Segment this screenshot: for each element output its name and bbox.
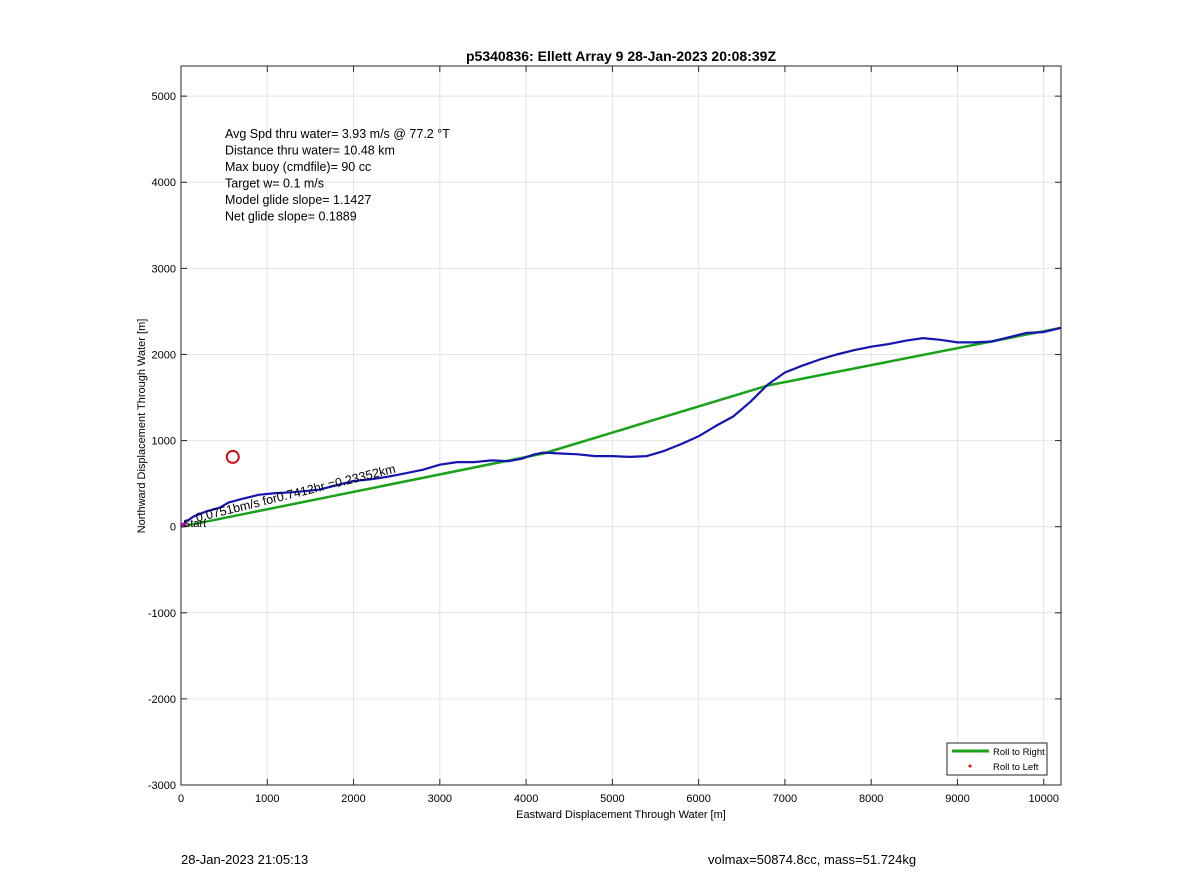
y-axis-label: Northward Displacement Through Water [m] — [136, 319, 148, 534]
y-tick-label: -3000 — [148, 780, 176, 792]
y-tick-label: -1000 — [148, 608, 176, 620]
surfacing-marker — [225, 449, 240, 464]
x-tick-label: 9000 — [945, 793, 969, 805]
x-tick-label: 4000 — [514, 793, 538, 805]
x-tick-label: 5000 — [600, 793, 624, 805]
y-tick-label: 4000 — [152, 177, 176, 189]
footer-date: 28-Jan-2023 21:05:13 — [181, 852, 309, 867]
x-tick-label: 7000 — [773, 793, 797, 805]
annotation-line: Model glide slope= 1.1427 — [225, 193, 371, 207]
y-tick-label: 5000 — [152, 91, 176, 103]
y-tick-label: -2000 — [148, 694, 176, 706]
legend: Roll to Right Roll to Left — [946, 742, 1048, 776]
x-axis-label: Eastward Displacement Through Water [m] — [516, 809, 726, 821]
y-tick-label: 1000 — [152, 436, 176, 448]
y-tick-label: 3000 — [152, 263, 176, 275]
series-line-2 — [180, 326, 1062, 528]
x-tick-label: 0 — [178, 793, 184, 805]
annotation-line: Max buoy (cmdfile)= 90 cc — [225, 160, 371, 174]
annotation-line: Net glide slope= 0.1889 — [225, 210, 357, 224]
y-tick-label: 2000 — [152, 349, 176, 361]
chart-title: p5340836: Ellett Array 9 28-Jan-2023 20:… — [466, 48, 776, 64]
current-label: 0.0751bm/s for0.7412hr =0.23352km — [194, 462, 397, 525]
legend-label-roll-left: Roll to Left — [993, 762, 1039, 773]
x-tick-label: 3000 — [428, 793, 452, 805]
x-tick-label: 8000 — [859, 793, 883, 805]
plot-series — [180, 326, 1062, 528]
annotation-line: Distance thru water= 10.48 km — [225, 144, 395, 158]
ticks: 0 1000 2000 3000 4000 5000 6000 7000 8000 9000 100… — [148, 66, 1061, 805]
annotation-line: Avg Spd thru water= 3.93 m/s @ 77.2 °T — [225, 127, 450, 141]
x-tick-label: 6000 — [686, 793, 710, 805]
footer-vol-mass: volmax=50874.8cc, mass=51.724kg — [708, 852, 917, 867]
series-line-1 — [180, 326, 1062, 528]
start-label: Start — [183, 518, 206, 530]
legend-label-roll-right: Roll to Right — [993, 747, 1045, 758]
y-tick-label: 0 — [170, 522, 176, 534]
annotation-line: Target w= 0.1 m/s — [225, 177, 324, 191]
x-tick-label: 1000 — [255, 793, 279, 805]
x-tick-label: 10000 — [1028, 793, 1059, 805]
legend-swatch-roll-left — [968, 764, 972, 768]
axes-box — [180, 65, 1062, 786]
legend-box — [946, 742, 1048, 776]
x-tick-label: 2000 — [341, 793, 365, 805]
annotations: Avg Spd thru water= 3.93 m/s @ 77.2 °T Di… — [225, 127, 450, 224]
